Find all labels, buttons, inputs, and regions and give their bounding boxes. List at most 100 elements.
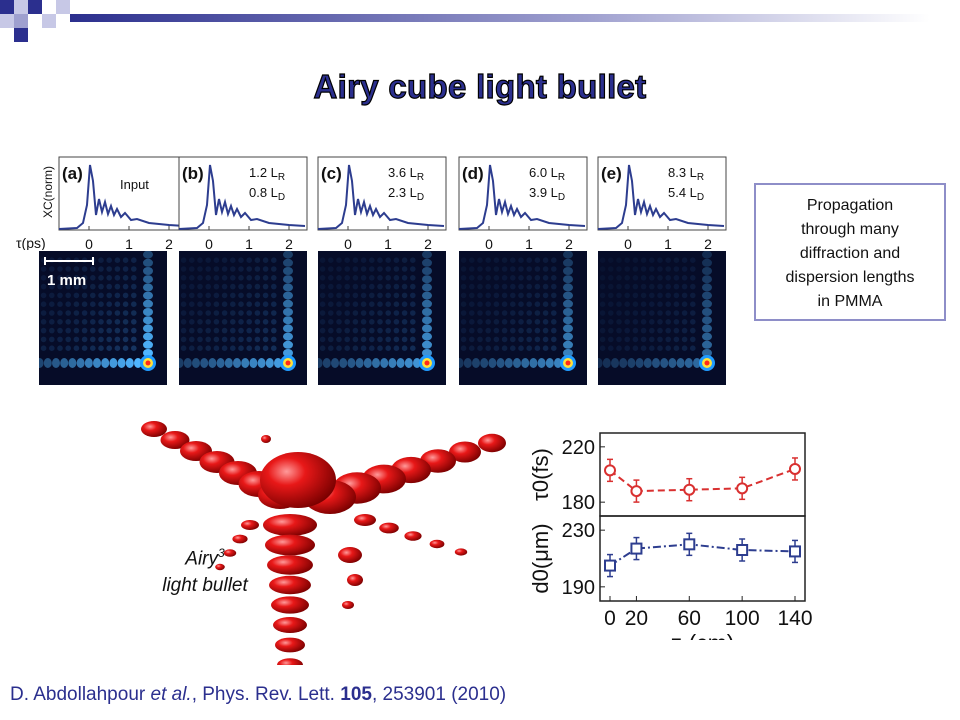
- lobe: [551, 336, 557, 343]
- lobe: [262, 301, 269, 307]
- tick-label: 1: [125, 236, 133, 250]
- lobe: [90, 345, 96, 351]
- lobe: [106, 283, 112, 290]
- lobe: [649, 327, 655, 334]
- lobe: [249, 358, 258, 368]
- beam-image-a: 1 mm: [39, 251, 167, 385]
- lobe: [40, 275, 47, 281]
- lobe: [143, 283, 153, 292]
- lobe: [180, 275, 187, 281]
- lobe: [385, 327, 391, 334]
- bullet-lobe: [478, 433, 506, 453]
- lobe: [143, 267, 153, 275]
- lobe: [114, 266, 121, 272]
- lobe: [143, 332, 153, 341]
- lobe: [319, 345, 326, 351]
- beam-pattern: [179, 251, 307, 385]
- lobe: [542, 327, 549, 334]
- lobe: [81, 301, 88, 307]
- lobe: [114, 301, 121, 307]
- lobe: [257, 358, 266, 368]
- lobe: [319, 319, 326, 325]
- lobe: [93, 358, 101, 368]
- lobe: [246, 275, 252, 281]
- lobe: [360, 345, 367, 351]
- lobe: [101, 358, 110, 368]
- lobe: [238, 301, 244, 307]
- lobe: [485, 336, 491, 343]
- lobe: [73, 283, 80, 290]
- lobe: [246, 336, 252, 343]
- citation-volume: 105: [340, 684, 372, 705]
- lobe: [40, 336, 47, 343]
- lobe: [98, 345, 104, 351]
- lobe: [702, 308, 712, 316]
- bullet-label-sup: 3: [218, 546, 225, 560]
- lobe: [114, 345, 121, 351]
- lobe: [60, 358, 69, 368]
- lobe: [616, 336, 622, 343]
- lobe: [554, 358, 562, 368]
- lobe: [57, 283, 63, 290]
- lobe: [690, 283, 696, 290]
- lobe: [238, 257, 244, 263]
- lobe: [213, 319, 220, 325]
- lobe: [534, 345, 541, 351]
- lobe: [331, 358, 339, 368]
- lobe: [401, 292, 408, 299]
- lobe: [230, 257, 236, 263]
- lobe: [534, 319, 541, 325]
- lobe: [496, 358, 505, 368]
- lobe: [143, 316, 153, 325]
- lobe: [608, 336, 614, 343]
- lobe: [422, 340, 432, 349]
- lobe: [233, 358, 241, 368]
- lobe: [485, 310, 491, 316]
- lobe: [230, 336, 236, 343]
- lobe: [40, 345, 47, 351]
- lobe: [49, 345, 55, 351]
- lobe: [283, 251, 293, 259]
- lobe: [542, 301, 549, 307]
- lobe: [49, 336, 55, 343]
- lobe: [230, 292, 236, 299]
- lobe: [283, 283, 293, 292]
- lobe: [213, 336, 220, 343]
- lobe: [49, 292, 55, 299]
- lobe: [49, 319, 55, 325]
- lobe: [65, 292, 71, 299]
- lobe: [422, 258, 432, 267]
- lobe: [230, 283, 236, 290]
- lobe: [221, 327, 228, 334]
- lobe: [608, 327, 614, 334]
- lobe: [131, 266, 137, 272]
- panel-note: 3.6 LR: [388, 165, 424, 183]
- lobe: [518, 257, 524, 263]
- lobe: [205, 319, 211, 325]
- lobe: [526, 310, 532, 316]
- lobe: [657, 266, 663, 272]
- lobe: [254, 301, 261, 307]
- plot-frame: [597, 156, 727, 231]
- lobe: [122, 283, 129, 290]
- lobe: [510, 283, 516, 290]
- lobe: [81, 345, 88, 351]
- lobe: [230, 301, 236, 307]
- lobe: [90, 319, 96, 325]
- lobe: [616, 292, 622, 299]
- lobe: [422, 308, 432, 316]
- lobe: [197, 275, 203, 281]
- data-point: [604, 464, 616, 477]
- lobe: [114, 336, 121, 343]
- lobe: [57, 310, 63, 316]
- lobe: [563, 291, 573, 300]
- lobe: [117, 358, 126, 368]
- lobe: [57, 319, 63, 325]
- bullet-lobe: [241, 520, 259, 530]
- lobe: [197, 257, 203, 263]
- bullet-lobe: [271, 596, 309, 614]
- lobe: [90, 301, 96, 307]
- lobe: [213, 257, 220, 263]
- data-point: [630, 542, 643, 555]
- x-tick-label: 60: [678, 607, 701, 630]
